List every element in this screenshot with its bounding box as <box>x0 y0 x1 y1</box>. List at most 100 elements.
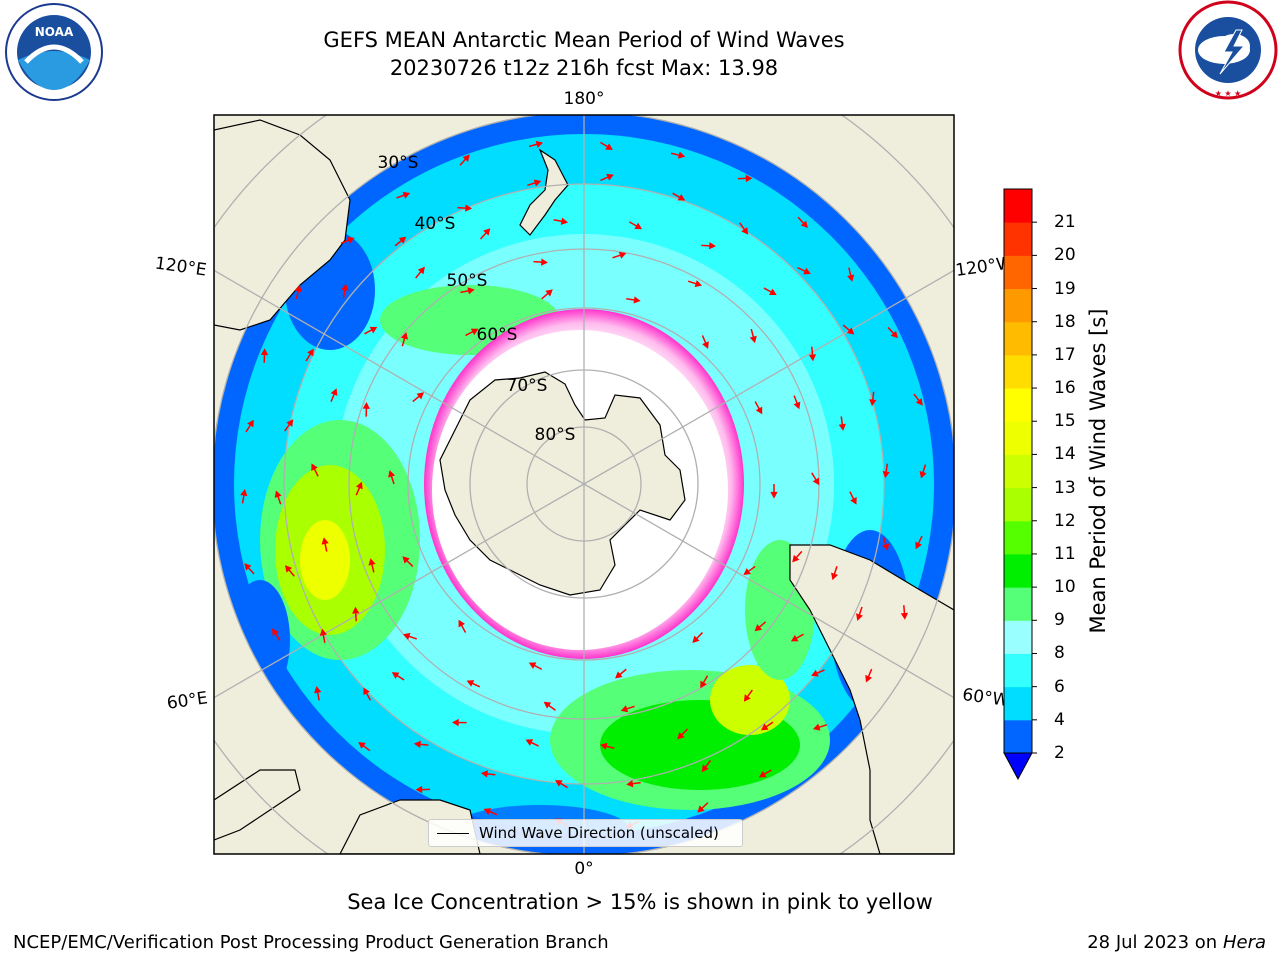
longitude-gridlines <box>214 115 954 854</box>
lat-label-80: 80°S <box>535 425 576 445</box>
wave-arrow-head <box>620 705 629 713</box>
wave-arrow-head <box>541 258 548 266</box>
wave-arrow-head <box>352 606 360 614</box>
chart-title: GEFS MEAN Antarctic Mean Period of Wind … <box>323 28 845 52</box>
colorbar-tick-label: 14 <box>1054 444 1076 465</box>
lon-label-bottom: 0° <box>574 859 593 879</box>
wave-arrow-head <box>555 780 563 787</box>
colorbar-segment <box>1004 421 1032 455</box>
lon-label-left-upper: 120°E <box>154 254 208 281</box>
wave-period-field <box>214 115 954 854</box>
lat-label-40: 40°S <box>415 214 456 234</box>
wave-arrow-head <box>400 332 409 340</box>
wave-arrow-head <box>314 686 322 694</box>
wave-arrow-head <box>543 701 552 709</box>
lat-label-60: 60°S <box>477 325 518 345</box>
wave-arrow-head <box>467 287 475 295</box>
colorbar-tick-label: 8 <box>1054 643 1065 664</box>
footer-host: Hera <box>1222 932 1266 953</box>
wave-arrow-head <box>749 335 757 344</box>
antarctica <box>439 371 686 596</box>
wave-arrow-head <box>847 274 855 282</box>
colorbar-tick-label: 9 <box>1054 610 1065 631</box>
wave-arrow-head <box>545 289 553 297</box>
colorbar-segment <box>1004 553 1032 588</box>
colorbar-segment <box>1004 189 1032 223</box>
wave-arrow-head <box>284 565 293 573</box>
wave-arrow-head <box>677 732 685 740</box>
wave-arrow-head <box>307 348 314 357</box>
wave-arrow-head <box>402 191 411 199</box>
wind-wave-arrows <box>240 140 927 829</box>
wave-arrow-head <box>391 672 400 679</box>
colorbar-tick-label: 11 <box>1054 543 1076 564</box>
wave-arrow-head <box>470 328 479 336</box>
map-legend: Wind Wave Direction (unscaled) <box>428 819 743 847</box>
wave-arrow-head <box>709 242 716 250</box>
wave-arrow-head <box>402 556 410 564</box>
colorbar-tick-label: 18 <box>1054 311 1076 332</box>
wave-arrow-head <box>398 236 407 244</box>
wave-arrow-head <box>483 228 491 236</box>
colorbar-tick-label: 12 <box>1054 510 1076 531</box>
wave-arrow-head <box>812 477 820 486</box>
wave-arrow-head <box>618 251 627 259</box>
wave-arrow-head <box>462 154 470 162</box>
africa <box>214 769 301 841</box>
wave-arrow-head <box>702 341 709 349</box>
wave-arrow-head <box>677 151 686 159</box>
colorbar <box>1003 188 1037 781</box>
wave-arrow-head <box>415 785 423 794</box>
colorbar-segment <box>1004 719 1032 754</box>
wave-arrow-head <box>330 388 338 396</box>
colorbar-tick-label: 13 <box>1054 477 1076 498</box>
colorbar-segment <box>1004 388 1032 422</box>
wave-arrow-head <box>831 572 839 581</box>
colorbar-segment <box>1004 487 1032 522</box>
wave-arrow-head <box>458 619 465 628</box>
wave-arrow-head <box>483 808 492 815</box>
wave-arrow-head <box>319 628 327 636</box>
wave-arrow-head <box>294 284 302 293</box>
colorbar-tick-label: 16 <box>1054 378 1076 399</box>
colorbar-segment <box>1004 520 1032 555</box>
australia <box>214 119 351 331</box>
wave-arrow-head <box>701 764 709 773</box>
wave-arrow-head <box>362 402 371 409</box>
wave-arrow-head <box>533 179 542 187</box>
nws-logo: ★ ★ ★ <box>1178 0 1278 100</box>
wave-arrow-head <box>915 541 922 550</box>
wave-arrow-head <box>755 406 763 415</box>
wave-arrow-head <box>754 624 763 632</box>
legend-label: Wind Wave Direction (unscaled) <box>479 824 719 842</box>
wave-arrow-head <box>633 296 641 304</box>
wave-arrow-head <box>865 674 872 683</box>
footer-credit: NCEP/EMC/Verification Post Processing Pr… <box>13 932 609 953</box>
wave-arrow-head <box>240 488 248 497</box>
colorbar-border <box>1003 188 1033 754</box>
wave-arrow-head <box>363 687 370 696</box>
wave-arrow-head <box>413 740 421 748</box>
wave-arrow-head <box>743 568 751 575</box>
wave-arrow-head <box>758 770 767 778</box>
colorbar-segment <box>1004 255 1032 290</box>
wave-arrow-head <box>919 471 927 479</box>
wave-arrow-head <box>697 805 705 813</box>
colorbar-tick-label: 10 <box>1054 577 1076 598</box>
wave-arrow-head <box>846 327 855 335</box>
svg-text:★ ★ ★: ★ ★ ★ <box>1215 89 1242 98</box>
wave-arrow-head <box>792 554 800 563</box>
colorbar-segment <box>1004 222 1032 256</box>
wave-arrow-head <box>700 680 707 689</box>
wave-arrow-head <box>811 669 819 677</box>
wave-arrow-head <box>272 628 279 636</box>
wave-arrow-head <box>850 497 857 505</box>
colorbar-tick-label: 21 <box>1054 212 1076 233</box>
wave-arrow-head <box>915 398 923 406</box>
wave-arrow-head <box>286 419 294 427</box>
wave-arrow-head <box>311 463 318 471</box>
colorbar-segment <box>1004 321 1032 356</box>
wave-arrow-head <box>355 481 363 490</box>
colorbar-segment <box>1004 620 1032 654</box>
colorbar-segment <box>1004 454 1032 489</box>
